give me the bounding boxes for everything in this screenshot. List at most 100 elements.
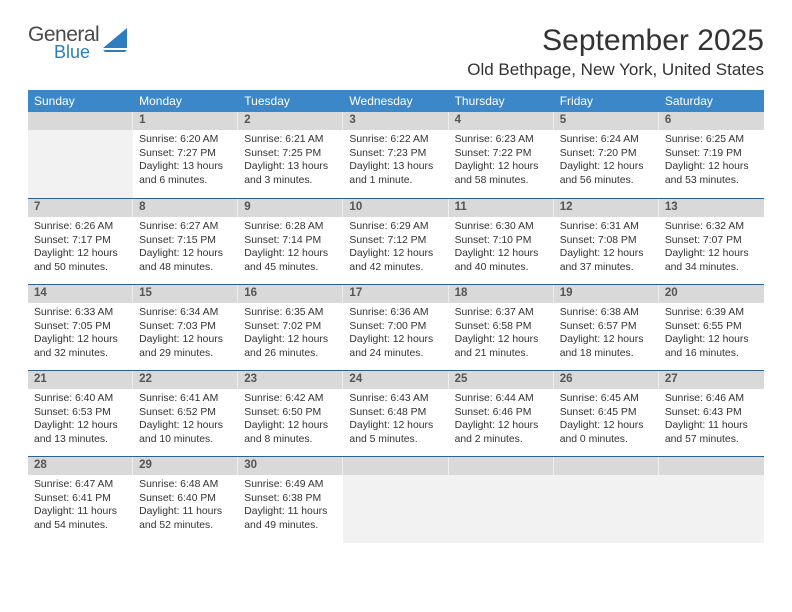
day-number: 24 (343, 371, 448, 389)
day-header: Thursday (449, 90, 554, 112)
day-detail: Sunrise: 6:45 AMSunset: 6:45 PMDaylight:… (554, 389, 659, 450)
sunrise-line: Sunrise: 6:30 AM (455, 221, 534, 232)
sunset-line: Sunset: 7:25 PM (244, 148, 321, 159)
day-detail: Sunrise: 6:20 AMSunset: 7:27 PMDaylight:… (133, 130, 238, 191)
day-number: 30 (238, 457, 343, 475)
sunset-line: Sunset: 7:19 PM (665, 148, 742, 159)
calendar-week: 14Sunrise: 6:33 AMSunset: 7:05 PMDayligh… (28, 285, 764, 371)
sunrise-line: Sunrise: 6:32 AM (665, 221, 744, 232)
sunset-line: Sunset: 7:00 PM (349, 321, 426, 332)
day-number: 8 (133, 199, 238, 217)
calendar-cell: 3 Sunrise: 6:22 AM Sunset: 7:23 PM Daylight… (343, 112, 448, 199)
daylight-line: Daylight: 12 hours and 42 minutes. (349, 248, 433, 273)
day-number (659, 457, 764, 475)
day-number: 6 (659, 112, 764, 130)
calendar-cell: 21Sunrise: 6:40 AMSunset: 6:53 PMDayligh… (28, 371, 133, 457)
day-detail: Sunrise: 6:27 AMSunset: 7:15 PMDaylight:… (133, 217, 238, 278)
sunrise-line: Sunrise: 6:37 AM (455, 307, 534, 318)
sunrise-line: Sunrise: 6:29 AM (349, 221, 428, 232)
sunrise-line: Sunrise: 6:28 AM (244, 221, 323, 232)
daylight-line: Daylight: 12 hours and 2 minutes. (455, 420, 539, 445)
day-number: 13 (659, 199, 764, 217)
calendar-cell: 17Sunrise: 6:36 AMSunset: 7:00 PMDayligh… (343, 285, 448, 371)
sunrise-line: Sunrise: 6:25 AM (665, 134, 744, 145)
day-number: 2 (238, 112, 343, 130)
header: General Blue September 2025 Old Bethpage… (28, 24, 764, 80)
day-detail: Sunrise: 6:42 AMSunset: 6:50 PMDaylight:… (238, 389, 343, 450)
daylight-line: Daylight: 12 hours and 45 minutes. (244, 248, 328, 273)
calendar-cell: 25Sunrise: 6:44 AMSunset: 6:46 PMDayligh… (449, 371, 554, 457)
calendar-cell: 24Sunrise: 6:43 AMSunset: 6:48 PMDayligh… (343, 371, 448, 457)
calendar-cell: 30Sunrise: 6:49 AMSunset: 6:38 PMDayligh… (238, 457, 343, 544)
day-detail: Sunrise: 6:38 AMSunset: 6:57 PMDaylight:… (554, 303, 659, 364)
day-number: 26 (554, 371, 659, 389)
sunrise-line: Sunrise: 6:44 AM (455, 393, 534, 404)
day-detail: Sunrise: 6:37 AMSunset: 6:58 PMDaylight:… (449, 303, 554, 364)
daylight-line: Daylight: 13 hours and 1 minute. (349, 161, 433, 186)
blank-day (449, 475, 554, 543)
daylight-line: Daylight: 12 hours and 16 minutes. (665, 334, 749, 359)
day-detail: Sunrise: 6:21 AMSunset: 7:25 PMDaylight:… (238, 130, 343, 191)
day-detail: Sunrise: 6:26 AMSunset: 7:17 PMDaylight:… (28, 217, 133, 278)
sunset-line: Sunset: 7:23 PM (349, 148, 426, 159)
blank-day (554, 475, 659, 543)
calendar-table: SundayMondayTuesdayWednesdayThursdayFrid… (28, 90, 764, 543)
calendar-cell: 26Sunrise: 6:45 AMSunset: 6:45 PMDayligh… (554, 371, 659, 457)
calendar-cell: 15Sunrise: 6:34 AMSunset: 7:03 PMDayligh… (133, 285, 238, 371)
daylight-line: Daylight: 11 hours and 52 minutes. (139, 506, 222, 531)
sunrise-line: Sunrise: 6:23 AM (455, 134, 534, 145)
calendar-header-row: SundayMondayTuesdayWednesdayThursdayFrid… (28, 90, 764, 112)
sunset-line: Sunset: 6:45 PM (560, 407, 637, 418)
logo-text: General Blue (28, 24, 99, 61)
sunrise-line: Sunrise: 6:26 AM (34, 221, 113, 232)
daylight-line: Daylight: 12 hours and 8 minutes. (244, 420, 328, 445)
daylight-line: Daylight: 12 hours and 26 minutes. (244, 334, 328, 359)
sunset-line: Sunset: 7:12 PM (349, 235, 426, 246)
calendar-cell: 13Sunrise: 6:32 AMSunset: 7:07 PMDayligh… (659, 199, 764, 285)
day-detail: Sunrise: 6:33 AMSunset: 7:05 PMDaylight:… (28, 303, 133, 364)
calendar-cell: 4Sunrise: 6:23 AMSunset: 7:22 PMDaylight… (449, 112, 554, 199)
sunset-line: Sunset: 7:07 PM (665, 235, 742, 246)
day-number: 15 (133, 285, 238, 303)
sunset-line: Sunset: 6:41 PM (34, 493, 111, 504)
sunrise-line: Sunrise: 6:22 AM (349, 134, 428, 145)
day-number: 3 (343, 112, 448, 130)
calendar-page: General Blue September 2025 Old Bethpage… (0, 0, 792, 563)
calendar-week: 21Sunrise: 6:40 AMSunset: 6:53 PMDayligh… (28, 371, 764, 457)
day-number: 1 (133, 112, 238, 130)
month-year: September 2025 (467, 24, 764, 58)
day-number (343, 457, 448, 475)
daylight-line: Daylight: 12 hours and 37 minutes. (560, 248, 644, 273)
day-number: 29 (133, 457, 238, 475)
calendar-week: 28Sunrise: 6:47 AMSunset: 6:41 PMDayligh… (28, 457, 764, 544)
day-header: Friday (554, 90, 659, 112)
day-number (449, 457, 554, 475)
sunset-line: Sunset: 7:03 PM (139, 321, 216, 332)
day-detail: Sunrise: 6:30 AMSunset: 7:10 PMDaylight:… (449, 217, 554, 278)
sunrise-line: Sunrise: 6:27 AM (139, 221, 218, 232)
calendar-cell: 20Sunrise: 6:39 AMSunset: 6:55 PMDayligh… (659, 285, 764, 371)
daylight-line: Daylight: 12 hours and 29 minutes. (139, 334, 223, 359)
sunrise-line: Sunrise: 6:46 AM (665, 393, 744, 404)
day-number: 21 (28, 371, 133, 389)
day-detail: Sunrise: 6:25 AMSunset: 7:19 PMDaylight:… (659, 130, 764, 191)
sunrise-line: Sunrise: 6:42 AM (244, 393, 323, 404)
daylight-line: Daylight: 12 hours and 32 minutes. (34, 334, 118, 359)
sunrise-line: Sunrise: 6:40 AM (34, 393, 113, 404)
calendar-cell: 14Sunrise: 6:33 AMSunset: 7:05 PMDayligh… (28, 285, 133, 371)
calendar-cell: 10Sunrise: 6:29 AMSunset: 7:12 PMDayligh… (343, 199, 448, 285)
title-block: September 2025 Old Bethpage, New York, U… (467, 24, 764, 80)
day-number: 7 (28, 199, 133, 217)
day-number: 4 (449, 112, 554, 130)
calendar-cell: 9Sunrise: 6:28 AMSunset: 7:14 PMDaylight… (238, 199, 343, 285)
day-detail: Sunrise: 6:22 AM Sunset: 7:23 PM Daylight:… (343, 130, 448, 191)
day-header: Monday (133, 90, 238, 112)
calendar-cell: 23Sunrise: 6:42 AMSunset: 6:50 PMDayligh… (238, 371, 343, 457)
daylight-line: Daylight: 12 hours and 50 minutes. (34, 248, 118, 273)
day-detail: Sunrise: 6:44 AMSunset: 6:46 PMDaylight:… (449, 389, 554, 450)
calendar-cell (554, 457, 659, 544)
day-number: 22 (133, 371, 238, 389)
daylight-line: Daylight: 13 hours and 3 minutes. (244, 161, 328, 186)
calendar-cell: 5Sunrise: 6:24 AMSunset: 7:20 PMDaylight… (554, 112, 659, 199)
day-number: 9 (238, 199, 343, 217)
